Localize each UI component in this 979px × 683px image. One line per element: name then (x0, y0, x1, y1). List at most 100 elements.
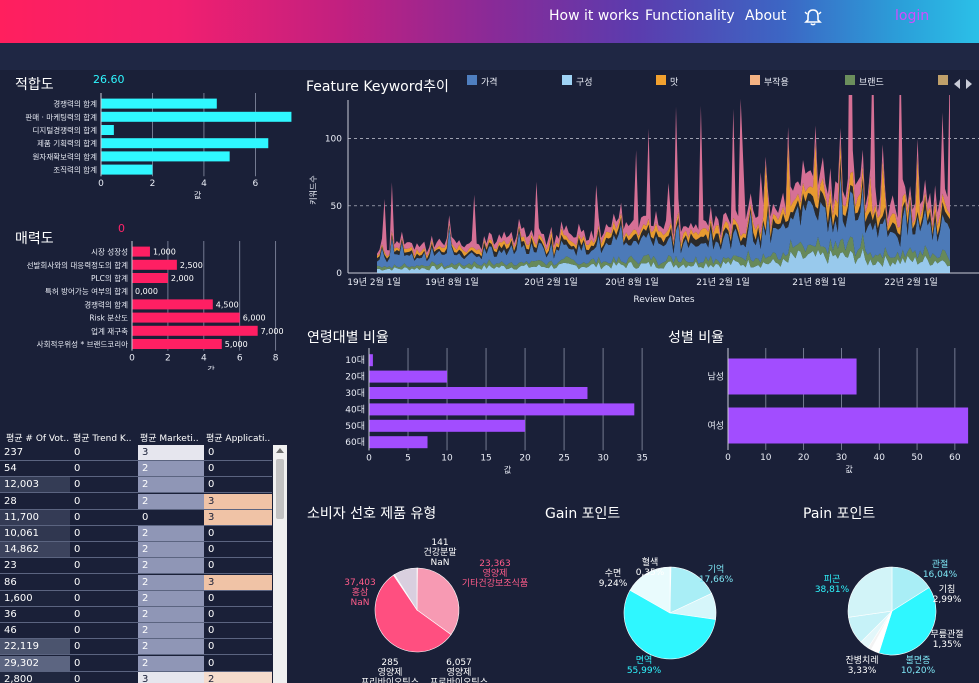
top-navigation-bar: How it works Functionality About login (0, 0, 979, 43)
nav-functionality[interactable]: Functionality (645, 8, 735, 24)
pain-label: 16,04% (923, 570, 958, 580)
age-x-tick: 25 (558, 453, 569, 463)
legend-item-label[interactable]: 가격 (481, 78, 498, 88)
nav-login[interactable]: login (895, 8, 930, 24)
age-title: 연령대별 비율 (307, 330, 389, 346)
trend-area-series (377, 141, 950, 260)
legend-item-label[interactable]: 부작용 (764, 78, 789, 88)
fit-x-tick: 4 (201, 179, 207, 189)
table-cell: 0 (74, 479, 81, 491)
table-cell: 0 (74, 657, 81, 669)
fit-x-tick: 0 (98, 179, 104, 189)
col-header-votes[interactable]: 평균 # Of Vot.. (6, 434, 70, 444)
table-cell: 0 (74, 447, 81, 458)
table-row[interactable]: 1,600 0 2 0 (0, 590, 272, 607)
trend-area-series (377, 173, 950, 269)
gender-x-tick: 20 (798, 453, 810, 463)
table-row[interactable]: 23 0 2 0 (0, 558, 272, 575)
fit-bar (101, 138, 269, 149)
pain-label: 잔병치레 (845, 654, 878, 666)
table-cell: 2,800 (0, 671, 70, 683)
pain-slice (847, 566, 893, 618)
attract-value-label: 5,000 (225, 340, 248, 349)
attract-bar (132, 246, 150, 257)
table-cell: 12,003 (0, 477, 70, 493)
scroll-thumb[interactable] (276, 459, 284, 519)
trend-y-tick: 0 (336, 269, 342, 279)
gain-slice (623, 589, 716, 660)
pref-label: 프로바이오틱스 (430, 676, 488, 683)
gender-x-tick: 60 (949, 453, 961, 463)
attract-value-label: 7,000 (261, 327, 284, 336)
pref-label: 141 (431, 538, 448, 548)
col-header-marketing[interactable]: 평균 Marketi.. (140, 434, 199, 444)
table-row[interactable]: 28 0 2 3 (0, 493, 272, 510)
attract-x-tick: 4 (201, 354, 207, 364)
gender-x-tick: 50 (911, 453, 923, 463)
table-row[interactable]: 54 0 2 0 (0, 461, 272, 478)
table-row[interactable]: 2,800 0 3 2 (0, 671, 272, 683)
table-cell: 0 (208, 544, 215, 556)
age-x-tick: 30 (597, 453, 609, 463)
pain-label: 1,35% (933, 640, 962, 650)
table-cell: 23 (4, 560, 17, 572)
table-row[interactable]: 22,119 0 2 0 (0, 639, 272, 656)
table-row[interactable]: 46 0 2 0 (0, 623, 272, 640)
gender-x-tick: 30 (836, 453, 848, 463)
age-category-label: 20대 (345, 372, 365, 383)
table-cell: 29,302 (0, 655, 70, 671)
table-cell: 237 (4, 447, 24, 458)
attract-category-label: 선발회사와의 대응력정도의 합계 (27, 260, 128, 270)
table-row[interactable]: 10,061 0 2 0 (0, 526, 272, 542)
scroll-up-icon[interactable] (276, 448, 284, 453)
fit-bar (101, 111, 292, 122)
attract-x-label: 값 (207, 365, 215, 370)
legend-scroll-arrows[interactable] (952, 78, 974, 90)
legend-swatch (656, 75, 666, 85)
table-row[interactable]: 237 0 3 0 (0, 445, 272, 461)
attract-x-tick: 6 (237, 354, 243, 364)
col-header-application[interactable]: 평균 Applicati.. (206, 434, 271, 444)
gain-label: 55,99% (627, 666, 662, 676)
pain-slice (891, 566, 930, 612)
gender-category-label: 남성 (707, 372, 724, 383)
fit-title: 적합도 (15, 77, 54, 93)
table-row[interactable]: 14,862 0 2 0 (0, 542, 272, 559)
age-x-label: 값 (504, 464, 512, 474)
table-row[interactable]: 12,003 0 2 0 (0, 477, 272, 494)
table-cell: 0 (74, 641, 81, 653)
nav-how-it-works[interactable]: How it works (549, 8, 639, 24)
attract-category-label: 특허 방어가능 여부의 합계 (45, 286, 128, 296)
table-cell: 0 (208, 463, 215, 475)
table-scrollbar[interactable] (273, 445, 287, 683)
legend-item-label[interactable]: 맛 (670, 78, 679, 88)
pref-label: 23,363 (479, 559, 511, 569)
table-row[interactable]: 86 0 2 3 (0, 574, 272, 591)
bell-icon[interactable] (803, 7, 823, 27)
table-row[interactable]: 11,700 0 0 3 (0, 509, 272, 526)
attract-value-label: 6,000 (243, 314, 266, 323)
trend-x-tick: 19년 2월 1일 (347, 276, 400, 288)
trend-x-tick: 22년 2월 1일 (884, 276, 937, 288)
table-header: 평균 # Of Vot.. 평균 Trend K.. 평균 Marketi.. … (0, 427, 275, 445)
table-cell: 2 (138, 493, 204, 509)
table-cell: 22,119 (0, 639, 70, 655)
legend-item-label[interactable]: 브랜드 (859, 78, 884, 88)
table-cell: 2 (138, 639, 204, 655)
nav-about[interactable]: About (745, 8, 787, 24)
secondary-bar (0, 43, 979, 70)
trend-y-tick: 100 (325, 135, 342, 145)
col-header-trend[interactable]: 평균 Trend K.. (73, 434, 132, 444)
gender-x-tick: 10 (760, 453, 772, 463)
table-row[interactable]: 36 0 2 0 (0, 607, 272, 623)
legend-item-label[interactable]: 구성 (576, 78, 593, 88)
attract-value: 0 (118, 222, 125, 235)
table-row[interactable]: 29,302 0 2 0 (0, 655, 272, 672)
pref-label: 건강분말 (423, 546, 456, 558)
age-x-tick: 35 (636, 453, 647, 463)
attract-bar (132, 339, 222, 349)
table-cell: 0 (74, 625, 81, 637)
